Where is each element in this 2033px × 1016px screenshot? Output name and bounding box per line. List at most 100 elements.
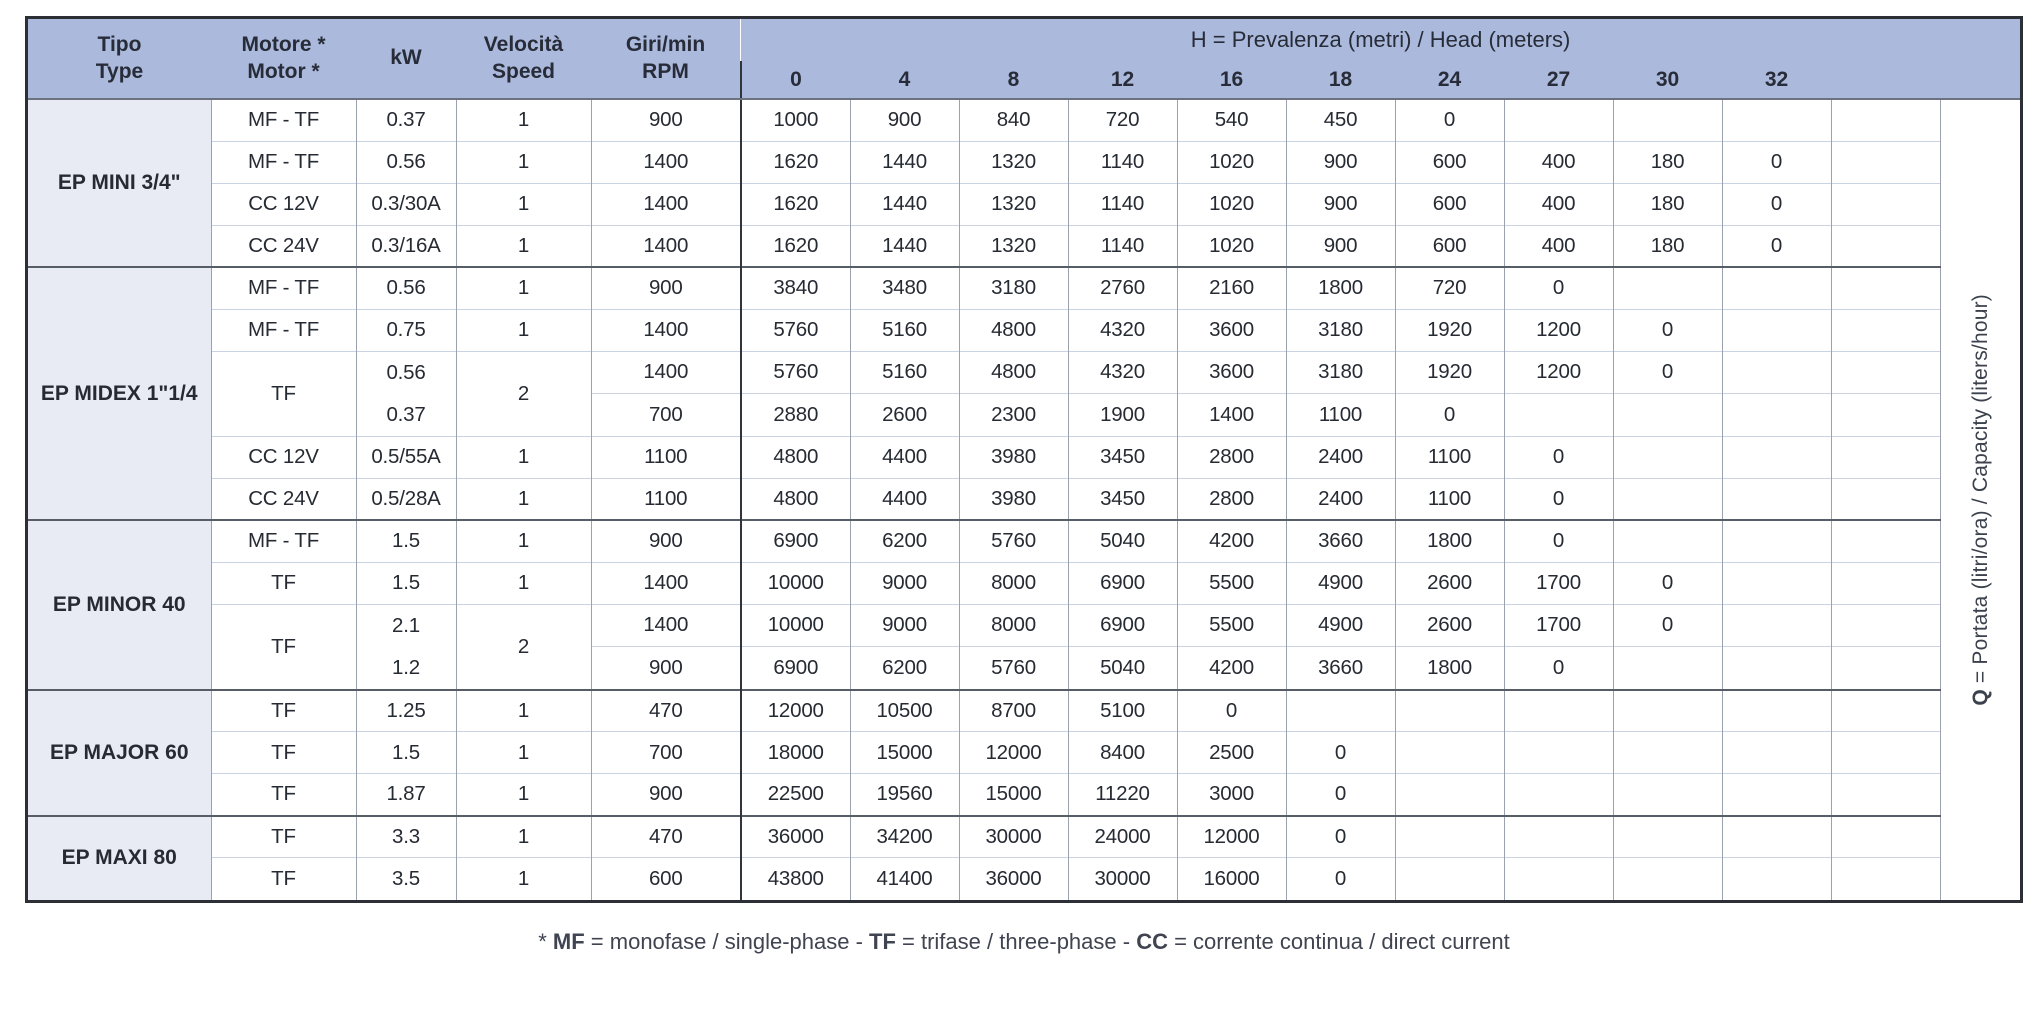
type-cell: EP MINI 3/4" bbox=[28, 98, 211, 267]
capacity-cell: 1440 bbox=[849, 224, 959, 267]
capacity-cell: 6200 bbox=[849, 646, 959, 690]
capacity-cell: 3980 bbox=[958, 435, 1068, 478]
table-row: MF - TF 0.56 1 1400 1620 1440 1320 1140 1020 900 6… bbox=[28, 140, 2020, 183]
capacity-cell: 6900 bbox=[740, 519, 850, 562]
capacity-axis-label: Q = Portata (litri/ora) / Capacity (lite… bbox=[1969, 294, 1992, 706]
capacity-cell: 3480 bbox=[849, 266, 959, 309]
motor-cell: CC 12V bbox=[210, 182, 356, 225]
capacity-cell: 0 bbox=[1285, 814, 1395, 858]
capacity-cell bbox=[1612, 814, 1722, 858]
capacity-cell bbox=[1721, 350, 1831, 394]
type-cell: EP MINOR 40 bbox=[28, 519, 211, 690]
spacer-cell bbox=[1830, 857, 1940, 900]
kw-cell: 2.1 1.2 bbox=[355, 603, 456, 690]
capacity-cell: 6200 bbox=[849, 519, 959, 562]
capacity-cell: 19560 bbox=[849, 773, 959, 816]
motor-cell: MF - TF bbox=[210, 140, 356, 183]
capacity-cell: 900 bbox=[1285, 224, 1395, 267]
capacity-cell bbox=[1394, 731, 1504, 774]
capacity-cell bbox=[1503, 98, 1613, 141]
spacer-cell bbox=[1830, 814, 1940, 858]
capacity-cell: 5040 bbox=[1067, 646, 1177, 690]
head-value-24: 24 bbox=[1395, 61, 1504, 100]
capacity-cell bbox=[1721, 857, 1831, 900]
type-cell: EP MAJOR 60 bbox=[28, 688, 211, 816]
capacity-cell: 41400 bbox=[849, 857, 959, 900]
spacer-cell bbox=[1830, 646, 1940, 690]
capacity-cell bbox=[1721, 731, 1831, 774]
capacity-cell: 400 bbox=[1503, 140, 1613, 183]
header-row-values: 0 4 8 12 16 18 24 27 30 32 bbox=[28, 61, 2021, 100]
table-row: TF 0.56 0.37 2 1400 5760 5160 4800 4320 3600 3180 1… bbox=[28, 350, 2020, 436]
capacity-cell: 1920 bbox=[1394, 350, 1504, 394]
capacity-cell bbox=[1612, 98, 1722, 141]
column-header-line1: Tipo bbox=[97, 33, 142, 57]
capacity-cell: 34200 bbox=[849, 814, 959, 858]
capacity-cell: 10000 bbox=[740, 561, 850, 604]
motor-cell: MF - TF bbox=[210, 519, 356, 562]
capacity-cell: 3450 bbox=[1067, 477, 1177, 520]
head-value-30: 30 bbox=[1613, 61, 1722, 100]
capacity-cell: 2500 bbox=[1176, 731, 1286, 774]
kw-cell: 3.5 bbox=[355, 857, 456, 900]
kw-cell: 0.37 bbox=[355, 98, 456, 141]
table-row: MF - TF 0.75 1 1400 5760 5160 4800 4320 3600 3180… bbox=[28, 308, 2020, 351]
text-segment: CC bbox=[1136, 928, 1168, 954]
motor-cell: CC 24V bbox=[210, 224, 356, 267]
capacity-cell: 0 bbox=[1721, 182, 1831, 225]
capacity-cell: 18000 bbox=[740, 731, 850, 774]
capacity-cell: 2400 bbox=[1285, 435, 1395, 478]
kw-cell: 0.75 bbox=[355, 308, 456, 351]
capacity-cell: 30000 bbox=[1067, 857, 1177, 900]
capacity-cell: 1100 bbox=[1394, 477, 1504, 520]
capacity-cell: 5040 bbox=[1067, 519, 1177, 562]
speed-cell: 1 bbox=[455, 140, 591, 183]
spec-table-container: Tipo Type Motore * Motor * kW Velocità Speed Gi… bbox=[25, 16, 2023, 903]
motor-cell: TF bbox=[210, 814, 356, 858]
capacity-cell: 36000 bbox=[958, 857, 1068, 900]
column-header-line2: Type bbox=[95, 59, 144, 83]
column-header-line2: Speed bbox=[491, 59, 556, 83]
capacity-cell: 4400 bbox=[849, 477, 959, 520]
capacity-cell: 8000 bbox=[958, 603, 1068, 647]
capacity-cell: 3180 bbox=[1285, 350, 1395, 394]
kw-cell: 0.3/16A bbox=[355, 224, 456, 267]
capacity-cell: 4800 bbox=[958, 350, 1068, 394]
rpm-cell: 470 bbox=[590, 688, 741, 732]
capacity-cell: 12000 bbox=[1176, 814, 1286, 858]
column-header-tipo: Tipo Type bbox=[28, 19, 211, 100]
column-header-rpm: Giri/min RPM bbox=[591, 19, 741, 100]
motor-cell: TF bbox=[210, 350, 356, 436]
capacity-cell: 5760 bbox=[958, 646, 1068, 690]
column-header-line1: Giri/min bbox=[625, 33, 706, 57]
capacity-cell: 12000 bbox=[740, 688, 850, 732]
capacity-cell: 0 bbox=[1503, 646, 1613, 690]
capacity-cell: 4400 bbox=[849, 435, 959, 478]
capacity-cell: 4800 bbox=[740, 435, 850, 478]
text-segment: = trifase / three-phase - bbox=[895, 928, 1137, 954]
rpm-cell: 900 bbox=[590, 266, 741, 309]
speed-cell: 1 bbox=[455, 519, 591, 562]
capacity-cell bbox=[1721, 646, 1831, 690]
capacity-cell: 0 bbox=[1503, 477, 1613, 520]
table-row: EP MINI 3/4" MF - TF 0.37 1 900 1000 900 840 720… bbox=[28, 98, 2021, 900]
capacity-cell bbox=[1612, 477, 1722, 520]
capacity-cell: 0 bbox=[1285, 857, 1395, 900]
capacity-cell bbox=[1503, 731, 1613, 774]
capacity-cell: 720 bbox=[1067, 98, 1177, 141]
motor-cell: TF bbox=[210, 731, 356, 774]
head-spacer bbox=[1831, 61, 1940, 100]
capacity-cell: 2600 bbox=[1394, 603, 1504, 647]
speed-cell: 1 bbox=[455, 98, 591, 141]
column-header-line2: RPM bbox=[642, 59, 689, 83]
capacity-cell bbox=[1503, 688, 1613, 732]
table-row: EP MAXI 80 TF 3.3 1 470 36000 34200 30000 24000 1… bbox=[28, 814, 2020, 900]
spacer-cell bbox=[1830, 561, 1940, 604]
text-segment: = Prevalenza (metri) / Head (meters) bbox=[1206, 27, 1571, 52]
capacity-cell: 8700 bbox=[958, 688, 1068, 732]
table-row: TF 1.5 1 700 18000 15000 12000 8400 2500 0 bbox=[28, 731, 2020, 774]
column-header-line1: Motore * bbox=[241, 33, 326, 57]
capacity-cell: 5160 bbox=[849, 308, 959, 351]
rpm-cell: 1400 bbox=[590, 140, 741, 183]
capacity-cell: 36000 bbox=[740, 814, 850, 858]
